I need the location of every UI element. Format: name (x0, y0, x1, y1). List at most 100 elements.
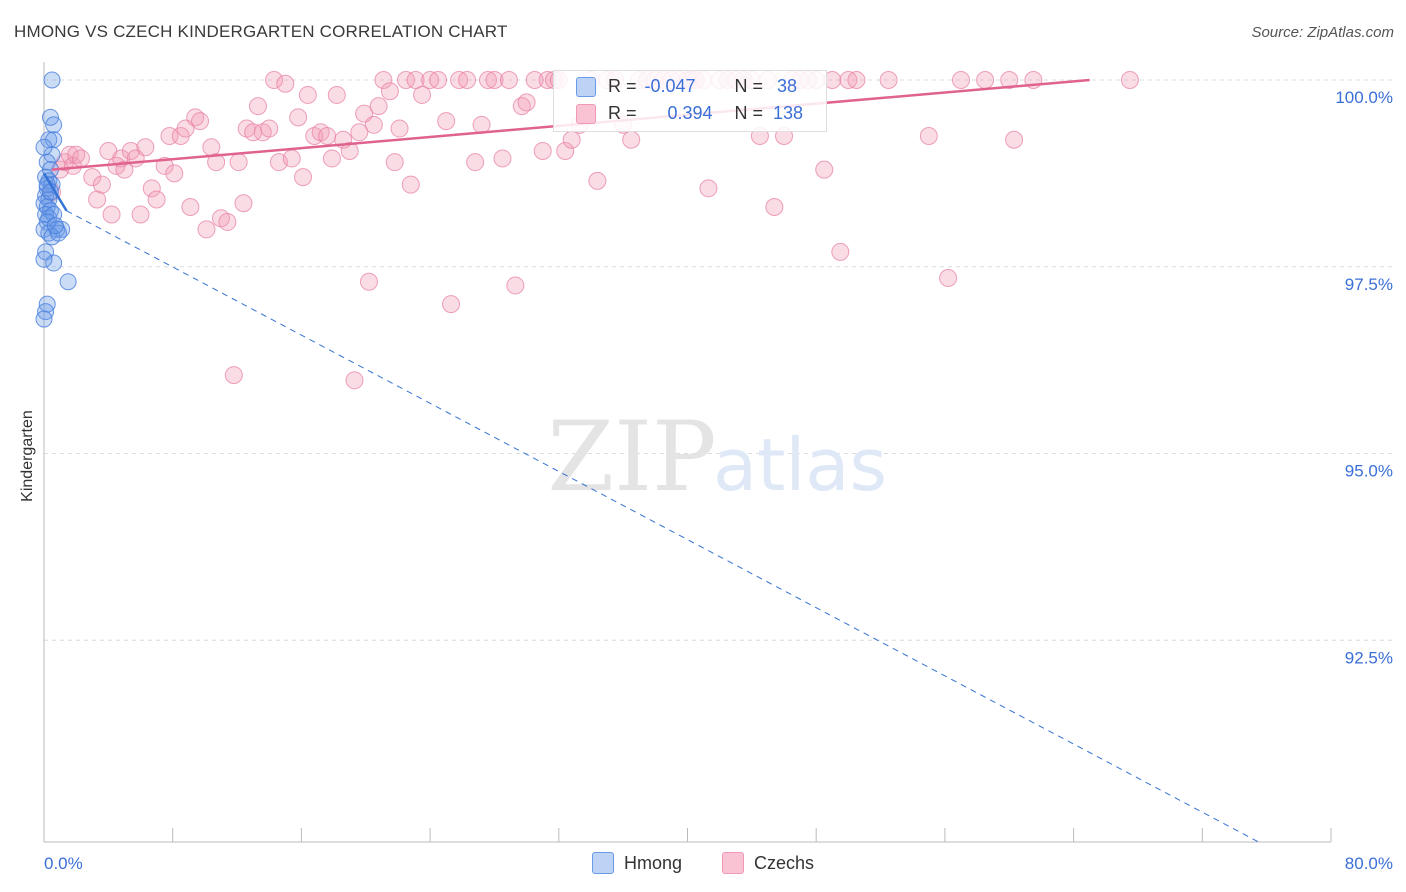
czech-point (385, 153, 404, 172)
czech-point (479, 71, 498, 89)
czech-point (181, 198, 200, 216)
czech-point (92, 175, 111, 194)
czech-point (525, 71, 544, 89)
czechs-legend-swatch (722, 852, 744, 874)
czech-point (517, 93, 536, 112)
czech-point (493, 149, 512, 168)
hmong-r-value: -0.047 (644, 76, 696, 96)
stats-legend: R = -0.047 N = 38 R = 0.394 N = 138 (553, 70, 827, 132)
czech-point (951, 71, 970, 89)
czech-point (202, 138, 221, 157)
czech-point (699, 179, 718, 198)
czech-point (197, 220, 216, 239)
czech-point (369, 97, 388, 116)
czech-point (83, 168, 102, 187)
czech-point (345, 371, 364, 390)
hmong-point (59, 273, 77, 291)
czech-r-value: 0.394 (667, 103, 713, 123)
hmong-point (35, 250, 53, 268)
hmong-point (46, 217, 64, 235)
hmong-legend-swatch (591, 852, 614, 874)
czech-point (588, 171, 607, 190)
czech-point (289, 108, 308, 127)
czech-point (442, 295, 461, 314)
czech-point (1120, 71, 1139, 89)
czech-point (136, 138, 155, 157)
czech-point (218, 212, 237, 231)
czech-point (142, 179, 161, 198)
czech-point (115, 160, 134, 179)
czech-point (401, 175, 420, 194)
hmong-point (45, 116, 63, 134)
czech-point (413, 85, 432, 104)
source-label: Source: ZipAtlas.com (1251, 24, 1394, 41)
legend-label-czechs: Czechs (754, 852, 815, 873)
czech-point (147, 190, 166, 209)
x-tick-label-min: 0.0% (44, 854, 83, 873)
legend-label-hmong: Hmong (623, 852, 682, 873)
czech-point (298, 85, 317, 104)
tick-labels: 100.0% 97.5% 95.0% 92.5% 0.0% 80.0% (44, 88, 1393, 873)
chart-title: HMONG VS CZECH KINDERGARTEN CORRELATION … (14, 22, 508, 41)
czech-point (390, 119, 409, 138)
czech-point (72, 149, 91, 168)
czech-point (322, 149, 341, 168)
n-label: N = (734, 76, 764, 96)
czech-point (265, 71, 284, 89)
czech-point (165, 164, 184, 183)
hmong-n-value: 38 (777, 76, 798, 96)
czech-point (229, 153, 248, 172)
czech-point (556, 141, 575, 160)
czech-point (831, 242, 850, 261)
czech-point (102, 205, 121, 224)
n-label: N = (734, 103, 764, 123)
czech-point (248, 97, 267, 116)
czech-point (294, 168, 313, 187)
y-tick-label: 100.0% (1335, 88, 1393, 107)
hmong-point (43, 71, 61, 89)
czech-point (318, 127, 337, 146)
czech-point (847, 71, 866, 89)
hmong-trend-line (42, 172, 68, 212)
y-tick-label: 97.5% (1345, 275, 1393, 294)
y-tick-label: 92.5% (1345, 648, 1393, 667)
czech-point (380, 82, 399, 101)
czech-point (327, 85, 346, 104)
hmong-trend-extension (66, 210, 1259, 843)
czech-point (406, 71, 425, 89)
hmong-swatch (576, 76, 596, 97)
czech-point (359, 272, 378, 291)
czech-point (939, 268, 958, 287)
r-label: R = (608, 76, 637, 96)
czech-point (396, 71, 415, 89)
czech-point (506, 276, 525, 295)
czech-point (191, 112, 210, 131)
legend-item-hmong[interactable]: Hmong (591, 852, 682, 874)
watermark: ZIP atlas (547, 401, 887, 513)
czech-point (60, 145, 79, 164)
czech-point (1000, 71, 1019, 89)
czech-point (350, 123, 369, 142)
czech-point (533, 141, 552, 160)
stats-row-hmong: R = -0.047 N = 38 (576, 76, 797, 97)
czech-point (879, 71, 898, 89)
czech-point (499, 71, 518, 89)
czech-point (562, 130, 581, 149)
legend: Hmong Czechs (0, 852, 1406, 874)
czech-point (276, 74, 295, 93)
czech-point (466, 153, 485, 172)
hmong-point (35, 138, 53, 156)
czech-point (364, 115, 383, 134)
czech-point (207, 153, 226, 172)
r-label: R = (608, 103, 637, 123)
czech-point (374, 71, 393, 89)
czech-point (88, 190, 107, 209)
czech-point (155, 156, 174, 175)
hmong-points (35, 71, 77, 328)
czech-point (815, 160, 834, 179)
legend-item-czechs[interactable]: Czechs (722, 852, 814, 874)
czech-point (234, 194, 253, 213)
czech-n-value: 138 (773, 103, 804, 123)
czech-point (224, 366, 243, 385)
